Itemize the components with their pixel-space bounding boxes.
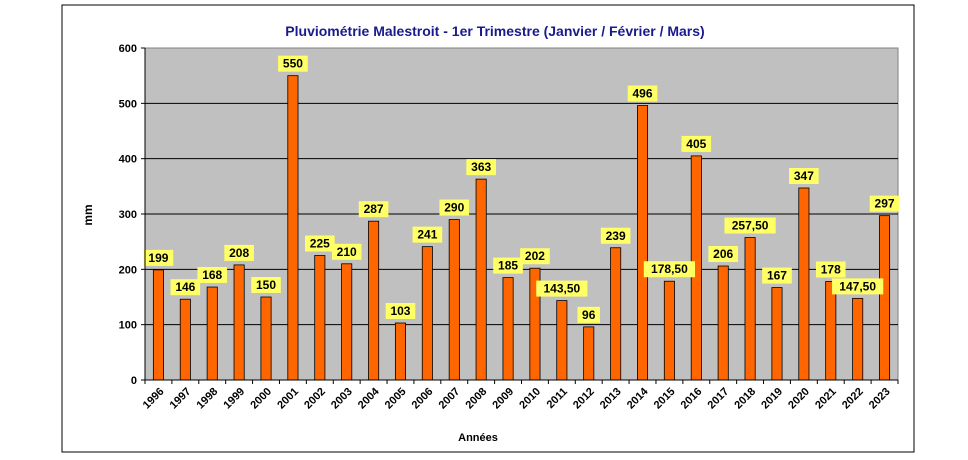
- y-tick-label: 300: [119, 209, 137, 221]
- data-label-box: [520, 248, 550, 265]
- data-label: 290: [444, 201, 464, 215]
- bar: [314, 255, 326, 381]
- data-label: 206: [713, 247, 733, 261]
- data-label: 210: [337, 245, 357, 259]
- data-label-box: [143, 249, 174, 266]
- chart-title: Pluviométrie Malestroit - 1er Trimestre …: [285, 23, 704, 39]
- bar: [556, 300, 568, 381]
- y-tick-label: 600: [119, 43, 137, 55]
- bars: [152, 75, 891, 381]
- data-label-box: [789, 167, 819, 184]
- y-tick-label: 200: [119, 264, 137, 276]
- data-label: 185: [498, 259, 518, 273]
- data-label-box: [681, 135, 712, 152]
- data-label: 287: [364, 202, 384, 216]
- data-label-box: [197, 267, 228, 284]
- bar: [260, 296, 272, 381]
- bar: [717, 265, 729, 381]
- data-label: 143,50: [543, 282, 580, 296]
- data-label: 347: [794, 169, 814, 183]
- data-label: 241: [417, 228, 437, 242]
- data-label: 405: [686, 137, 706, 151]
- data-label: 103: [390, 304, 410, 318]
- data-label-box: [577, 306, 600, 323]
- data-labels: 199 146 168 208 150 550 225 210 287 103 241 290 363 1…: [143, 55, 900, 323]
- bar: [206, 286, 218, 381]
- bar: [583, 326, 595, 381]
- data-label-box: [815, 261, 846, 278]
- data-label: 297: [875, 197, 895, 211]
- bar: [394, 322, 406, 381]
- y-tick-label: 400: [119, 154, 137, 166]
- data-label-box: [627, 85, 658, 102]
- data-label-box: [278, 55, 308, 72]
- data-label-box: [536, 280, 588, 297]
- bar: [448, 219, 460, 381]
- data-label-box: [762, 267, 792, 284]
- data-label: 96: [582, 308, 596, 322]
- bar: [663, 280, 675, 381]
- bar: [771, 287, 783, 381]
- data-label-box: [251, 277, 281, 293]
- y-axis-ticks: 0 100 200 300 400 500 600: [119, 43, 145, 387]
- data-label: 363: [471, 160, 491, 174]
- data-label: 496: [633, 87, 653, 101]
- data-label-box: [466, 159, 496, 176]
- bar: [610, 247, 622, 381]
- y-tick-label: 100: [119, 320, 137, 332]
- data-label-box: [224, 244, 254, 261]
- data-label-box: [439, 199, 470, 216]
- bar: [852, 297, 864, 381]
- data-label: 202: [525, 249, 545, 263]
- data-label-box: [708, 246, 738, 263]
- bar: [368, 220, 380, 381]
- bar: [744, 237, 756, 381]
- data-label: 178,50: [651, 262, 688, 276]
- data-label: 146: [175, 280, 195, 294]
- y-tick-label: 500: [119, 98, 137, 110]
- bar: [825, 281, 837, 381]
- data-label-box: [832, 278, 884, 295]
- bar: [341, 263, 353, 381]
- data-label: 168: [202, 268, 222, 282]
- data-label: 199: [148, 251, 168, 265]
- data-label: 178: [821, 263, 841, 277]
- data-label-box: [170, 279, 201, 296]
- data-label-box: [869, 195, 900, 212]
- bar: [152, 269, 164, 381]
- data-label: 239: [606, 229, 626, 243]
- data-label-box: [724, 217, 776, 234]
- data-label: 150: [256, 278, 276, 292]
- data-label-box: [331, 243, 362, 260]
- data-label: 550: [283, 57, 303, 71]
- data-label-box: [600, 227, 631, 244]
- data-label-box: [305, 235, 335, 252]
- bar: [637, 105, 649, 381]
- bar: [179, 298, 191, 381]
- x-axis-title: Années: [458, 432, 498, 444]
- data-label-box: [385, 303, 416, 320]
- bar: [502, 277, 514, 381]
- data-label: 167: [767, 269, 787, 283]
- bar: [233, 264, 245, 381]
- data-label: 225: [310, 237, 330, 251]
- data-label-box: [643, 261, 696, 278]
- y-axis-title: mm: [81, 204, 95, 225]
- bar: [421, 246, 433, 381]
- data-label: 147,50: [839, 279, 876, 293]
- data-label-box: [358, 201, 389, 218]
- bar: [475, 178, 487, 381]
- bar: [798, 187, 810, 381]
- data-label: 208: [229, 246, 249, 260]
- y-tick-label: 0: [131, 375, 137, 387]
- bar: [287, 75, 299, 381]
- data-label: 257,50: [732, 219, 769, 233]
- data-label-box: [412, 226, 443, 243]
- data-label-box: [493, 257, 523, 274]
- bar: [879, 215, 891, 381]
